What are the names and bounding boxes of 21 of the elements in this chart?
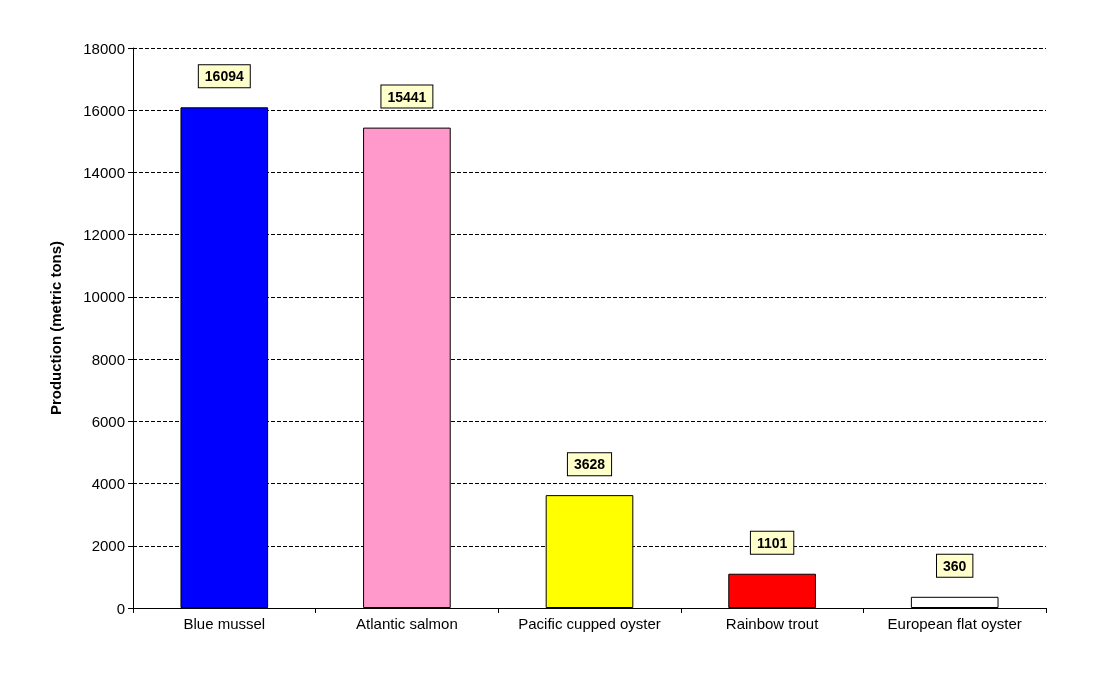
y-tick-label: 12000 xyxy=(83,226,125,244)
y-tick-label: 6000 xyxy=(91,412,125,430)
y-tick-label: 18000 xyxy=(83,39,125,57)
y-tick-label: 2000 xyxy=(91,537,125,555)
x-tick-label: Rainbow trout xyxy=(725,615,820,632)
data-label: 1101 xyxy=(756,534,788,551)
data-label: 360 xyxy=(943,557,967,574)
x-tick-label: Blue mussel xyxy=(183,615,266,632)
y-tick-label: 16000 xyxy=(83,101,125,119)
x-tick-label: Atlantic salmon xyxy=(356,615,458,632)
y-tick-label: 0 xyxy=(116,599,125,617)
data-label: 3628 xyxy=(573,456,606,473)
y-tick-label: 8000 xyxy=(91,350,125,368)
data-label: 16094 xyxy=(204,68,244,85)
y-tick-label: 14000 xyxy=(83,163,125,181)
y-tick-label: 10000 xyxy=(83,288,125,306)
data-label: 15441 xyxy=(387,88,427,105)
x-tick-label: European flat oyster xyxy=(887,615,1022,632)
y-axis-title: Production (metric tons) xyxy=(47,240,64,416)
y-tick-label: 4000 xyxy=(91,475,125,493)
x-tick-label: Pacific cupped oyster xyxy=(518,615,661,632)
